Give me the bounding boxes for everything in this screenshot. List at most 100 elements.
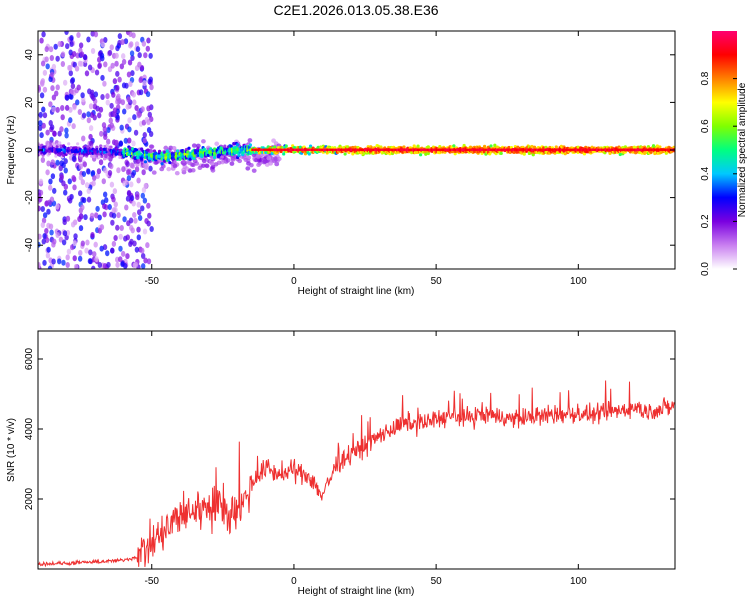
spectrogram-peak <box>408 148 411 151</box>
spectrogram-cell <box>248 151 253 156</box>
spectrogram-peak <box>495 148 498 151</box>
spectrogram-peak <box>643 148 646 151</box>
spectrogram-peak <box>413 148 416 151</box>
spectrogram-peak <box>635 148 638 151</box>
spectrogram-cell <box>74 65 80 72</box>
spectrogram-cell <box>63 158 68 165</box>
spectrogram-peak <box>508 148 512 151</box>
spectrogram-cell <box>119 124 124 131</box>
spectrogram-cell <box>60 105 65 112</box>
spectrogram-cell <box>316 145 320 149</box>
spectrogram-cell <box>64 94 70 101</box>
spectrogram-peak <box>633 148 636 151</box>
spectrogram-cell <box>121 58 127 65</box>
colorbar-tick-label: 0.2 <box>700 214 711 228</box>
spectrogram-cell <box>77 60 83 67</box>
spectrogram-cell <box>124 204 129 211</box>
spectrogram-cell <box>118 155 122 159</box>
spectrogram-cell <box>109 181 115 188</box>
spectrogram-cell <box>93 31 99 38</box>
spectrogram-cell <box>229 161 235 166</box>
spectrogram-cell <box>266 156 272 161</box>
spectrogram-cell <box>102 211 107 218</box>
spectrogram-cell <box>143 257 148 264</box>
spectrogram-cell <box>88 125 94 132</box>
spectrogram-peak <box>288 148 292 151</box>
spectrogram-cell <box>131 200 136 207</box>
spectrogram-cell <box>118 245 123 252</box>
spectrogram-peak <box>300 148 303 151</box>
spectrogram-peak <box>597 148 600 151</box>
spectrogram-cell <box>651 144 656 148</box>
spectrogram-cell <box>84 70 90 77</box>
spectrogram-cell <box>97 214 102 221</box>
spectrogram-cell <box>110 247 115 254</box>
spectrogram-cell <box>47 199 52 206</box>
spectrogram-peak <box>522 148 525 151</box>
spectrogram-cell <box>50 159 55 166</box>
spectrogram-cell <box>100 154 104 158</box>
spectrogram-peak <box>268 148 271 151</box>
spectrogram-peak <box>503 148 507 151</box>
spectrogram-cell <box>40 222 46 229</box>
spectrogram-cell <box>104 197 109 204</box>
spectrogram-cell <box>137 215 143 222</box>
spectrogram-peak <box>642 148 645 151</box>
spectrogram-peak <box>420 148 423 151</box>
spectrogram-peak <box>619 148 623 151</box>
spectrogram-cell <box>270 152 274 156</box>
spectrogram-peak <box>561 148 565 151</box>
spectrogram-cell <box>117 33 123 40</box>
spectrogram-peak <box>258 148 261 151</box>
spectrogram-peak <box>404 148 408 151</box>
spectrogram-cell <box>38 178 44 185</box>
spectrogram-peak <box>266 148 269 151</box>
snr-axis-ticks: -50 0 50 100 2000 4000 6000 <box>24 331 675 587</box>
spectrogram-cell <box>121 166 126 173</box>
spectrogram-cell <box>163 150 167 154</box>
spectrogram-cell <box>121 250 126 257</box>
spectrogram-ytick-label: -20 <box>24 190 35 205</box>
spectrogram-peak <box>340 148 343 151</box>
spectrogram-cell <box>65 262 70 269</box>
snr-frame <box>37 330 676 570</box>
colorbar-label: Normalized spectral amplitude <box>737 82 748 217</box>
spectrogram-peak <box>640 148 643 151</box>
spectrogram-cell <box>282 152 286 156</box>
spectrogram-cell <box>145 91 151 98</box>
spectrogram-cell <box>49 144 53 148</box>
spectrogram-cell <box>123 137 129 144</box>
spectrogram-cell <box>88 249 93 256</box>
spectrogram-cell <box>99 224 105 231</box>
spectrogram-cell <box>115 224 120 231</box>
spectrogram-peak <box>358 148 361 151</box>
spectrogram-peak <box>275 148 278 151</box>
spectrogram-peak <box>566 148 570 151</box>
spectrogram-cell <box>134 148 139 152</box>
spectrogram-cell <box>98 49 103 56</box>
spectrogram-cell <box>163 145 169 151</box>
snr-ytick-label: 6000 <box>24 347 35 370</box>
spectrogram-xtick-label: 50 <box>431 276 443 287</box>
spectrogram-peak <box>537 148 541 151</box>
spectrogram-cell <box>136 234 142 241</box>
spectrogram-cell <box>129 50 135 57</box>
spectrogram-peak <box>505 148 508 151</box>
spectrogram-peak <box>464 148 467 151</box>
spectrogram-peak <box>261 148 264 151</box>
spectrogram-peak <box>264 148 268 151</box>
snr-xtick-label: 0 <box>291 576 297 587</box>
spectrogram-peak <box>449 148 452 151</box>
spectrogram-cell <box>98 106 104 113</box>
spectrogram-peak <box>638 148 641 151</box>
spectrogram-cell <box>452 144 456 148</box>
spectrogram-cell <box>135 194 140 201</box>
spectrogram-cell <box>77 255 83 262</box>
spectrogram-cell <box>63 189 68 196</box>
spectrogram-cell <box>122 108 127 115</box>
spectrogram-peak <box>457 148 460 151</box>
spectrogram-cell <box>268 161 274 166</box>
spectrogram-cell <box>151 170 157 175</box>
spectrogram-peak <box>307 148 310 151</box>
spectrogram-cell <box>78 174 84 181</box>
